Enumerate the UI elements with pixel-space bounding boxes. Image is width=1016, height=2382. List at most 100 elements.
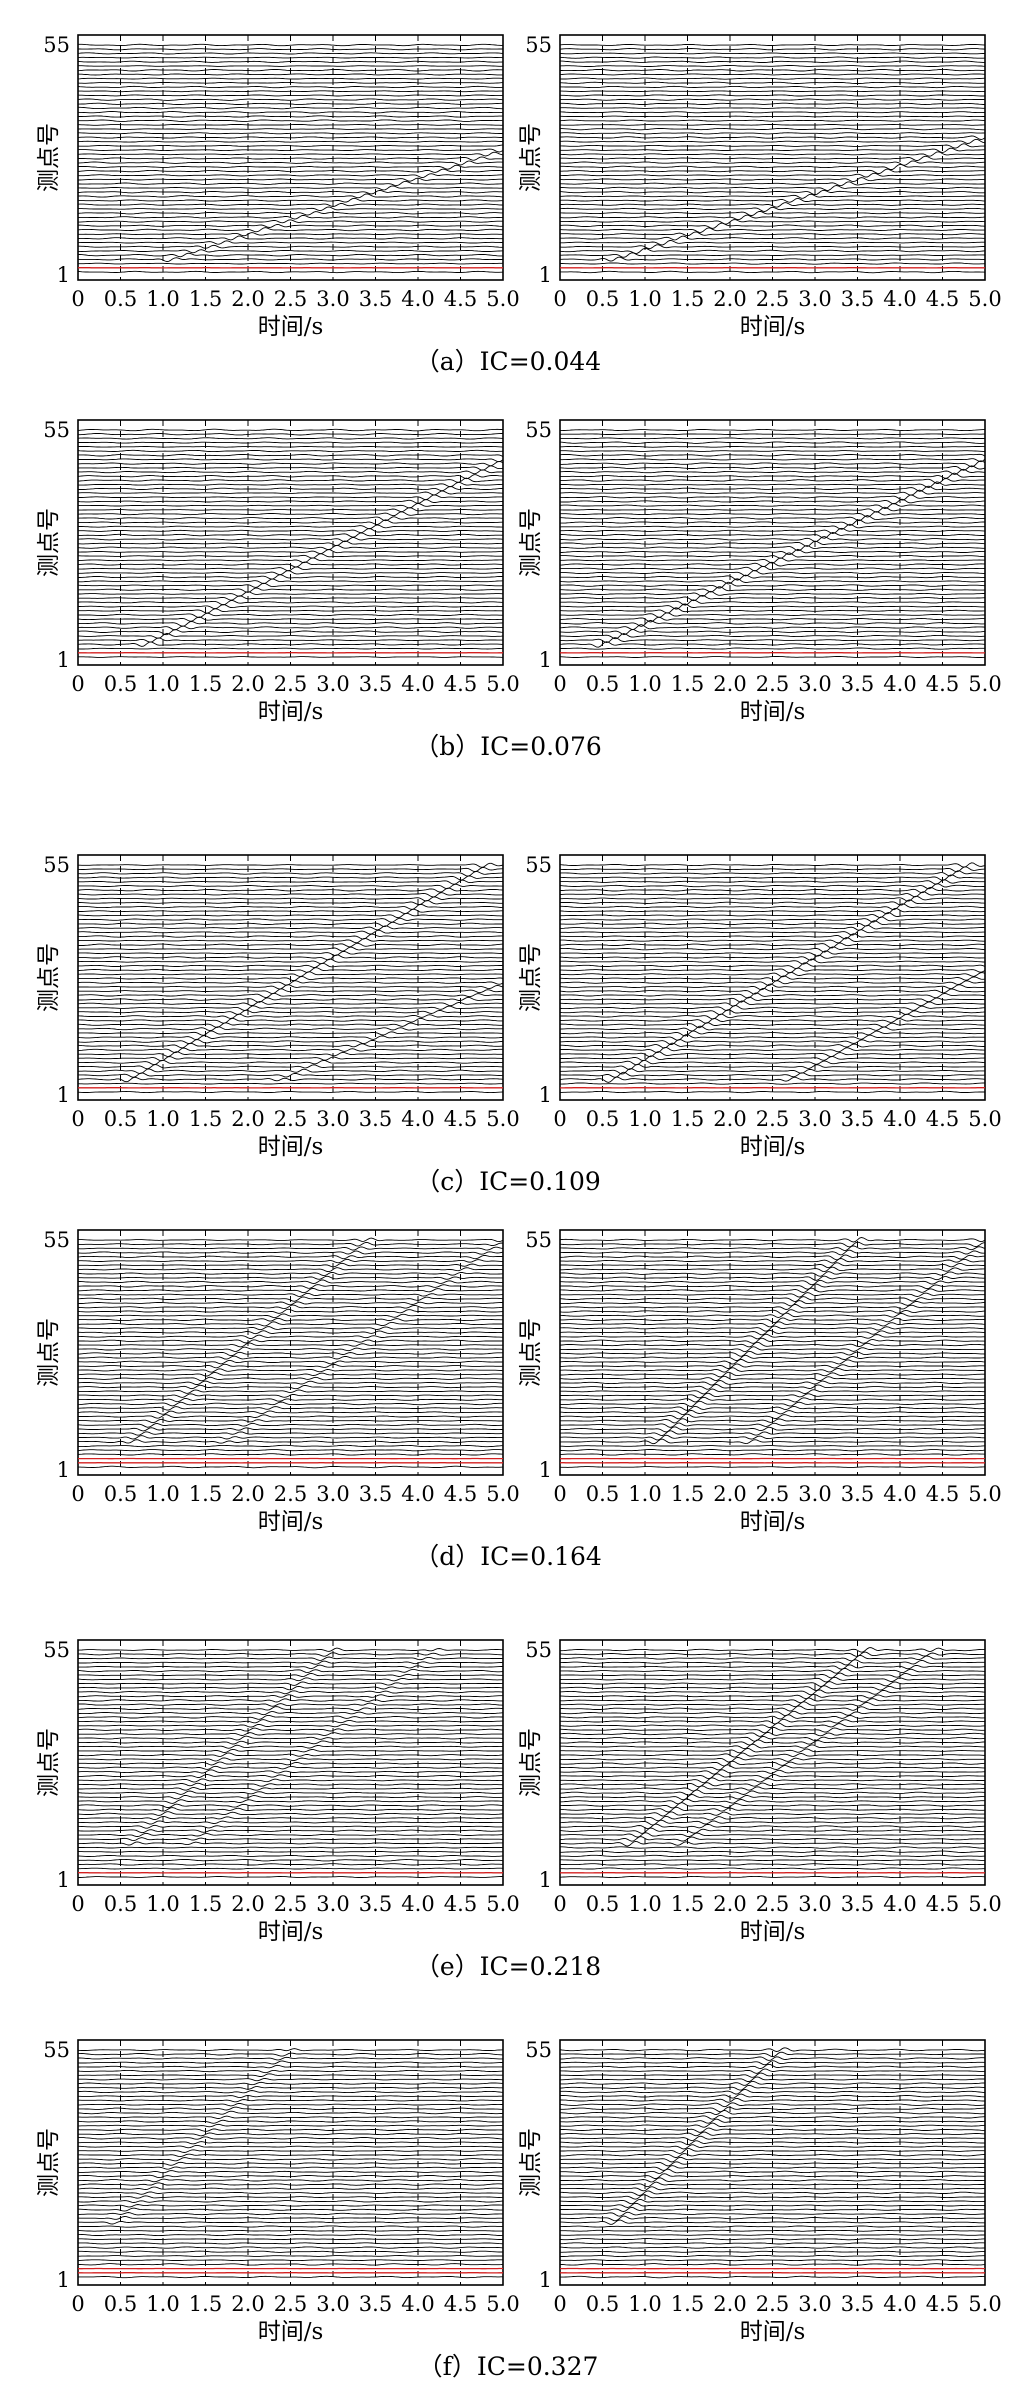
trace-line xyxy=(78,608,504,614)
x-axis-label: 时间/s xyxy=(258,1509,324,1535)
trace-line xyxy=(77,235,503,241)
trace-line xyxy=(77,1410,504,1415)
trace-line xyxy=(78,1005,503,1011)
x-axis-label: 时间/s xyxy=(258,2319,324,2345)
trace-line xyxy=(559,1409,986,1416)
trace-line xyxy=(77,1359,503,1365)
trace-line xyxy=(559,94,986,97)
x-tick-label: 1.0 xyxy=(146,1107,179,1131)
trace-line xyxy=(78,102,503,105)
trace-line xyxy=(560,2242,986,2245)
x-tick-label: 2.0 xyxy=(713,287,746,311)
trace-line xyxy=(560,2225,985,2228)
trace-line xyxy=(559,48,986,51)
y-axis-label: 测点号 xyxy=(36,2128,62,2197)
trace-line xyxy=(560,619,986,627)
trace-line xyxy=(560,1434,985,1441)
trace-line xyxy=(77,1660,504,1665)
trace-line xyxy=(78,1773,503,1778)
x-tick-label: 4.0 xyxy=(401,1482,434,1506)
trace-line xyxy=(559,1840,986,1847)
trace-line xyxy=(560,616,986,623)
trace-line xyxy=(77,1863,503,1866)
trace-line xyxy=(78,896,504,902)
trace-line xyxy=(77,1284,503,1289)
x-tick-label: 1.5 xyxy=(189,1892,222,1916)
x-tick-label: 0.5 xyxy=(104,1482,137,1506)
trace-line xyxy=(77,1039,504,1045)
y-axis-label: 测点号 xyxy=(518,943,544,1012)
x-tick-label: 1.0 xyxy=(146,1892,179,1916)
trace-line xyxy=(78,524,503,530)
x-tick-label: 1.5 xyxy=(189,2292,222,2316)
trace-line xyxy=(560,647,985,650)
trace-line xyxy=(78,1858,503,1862)
x-tick-label: 1.0 xyxy=(628,2292,661,2316)
x-tick-label: 3.5 xyxy=(359,287,392,311)
trace-line xyxy=(77,2246,504,2249)
trace-line xyxy=(78,862,504,868)
x-tick-label: 3.5 xyxy=(841,1482,874,1506)
trace-line xyxy=(559,151,986,157)
trace-line xyxy=(560,2168,986,2174)
trace-line xyxy=(559,637,986,643)
x-axis-label: 时间/s xyxy=(258,314,324,340)
trace-line xyxy=(559,2186,985,2192)
trace-line xyxy=(77,189,504,195)
trace-line xyxy=(559,1241,986,1248)
x-axis-label: 时间/s xyxy=(258,1919,324,1945)
trace-line xyxy=(559,1811,985,1817)
trace-line xyxy=(77,2186,504,2190)
x-tick-label: 4.0 xyxy=(883,287,916,311)
trace-line xyxy=(559,2153,986,2159)
x-tick-label: 5.0 xyxy=(486,1482,519,1506)
trace-line xyxy=(77,1744,503,1749)
trace-line xyxy=(78,1778,503,1783)
trace-line xyxy=(77,1346,504,1352)
trace-line xyxy=(77,449,504,453)
y-tick-label: 55 xyxy=(43,33,70,57)
trace-line xyxy=(77,214,503,220)
y-axis-label: 测点号 xyxy=(36,1728,62,1797)
panel-caption: （b）IC=0.076 xyxy=(414,732,602,761)
x-tick-label: 3.5 xyxy=(359,1892,392,1916)
trace-line xyxy=(560,219,985,225)
x-tick-label: 0 xyxy=(553,287,566,311)
trace-line xyxy=(77,1841,503,1846)
trace-line xyxy=(77,917,503,923)
trace-line xyxy=(77,2110,504,2115)
trace-line xyxy=(77,474,504,480)
trace-line xyxy=(560,1777,985,1784)
trace-line xyxy=(77,428,504,432)
trace-line xyxy=(77,160,504,166)
trace-line xyxy=(78,656,504,658)
trace-line xyxy=(77,1685,504,1691)
trace-line xyxy=(78,900,503,905)
x-tick-label: 1.0 xyxy=(628,1892,661,1916)
trace-line xyxy=(560,60,985,63)
trace-line xyxy=(560,177,986,183)
x-tick-label: 2.5 xyxy=(274,287,307,311)
x-tick-label: 4.5 xyxy=(926,1892,959,1916)
trace-line xyxy=(560,2173,985,2179)
trace-line xyxy=(78,90,503,93)
trace-line xyxy=(78,1719,503,1724)
trace-line xyxy=(559,1672,986,1679)
trace-line xyxy=(78,65,503,67)
trace-line xyxy=(77,98,504,101)
trace-line xyxy=(559,866,986,873)
trace-line xyxy=(77,1255,504,1260)
trace-line xyxy=(560,1371,985,1378)
trace-line xyxy=(77,1444,503,1448)
trace-line xyxy=(77,2149,503,2153)
trace-line xyxy=(560,1846,986,1849)
y-axis-label: 测点号 xyxy=(518,123,544,192)
trace-line xyxy=(78,1326,503,1331)
x-tick-label: 1.5 xyxy=(671,2292,704,2316)
trace-line xyxy=(78,933,503,940)
trace-line xyxy=(78,1782,504,1787)
trace-line xyxy=(560,1445,986,1447)
trace-line xyxy=(559,2250,986,2253)
trace-line xyxy=(559,1764,986,1771)
trace-line xyxy=(77,465,504,471)
